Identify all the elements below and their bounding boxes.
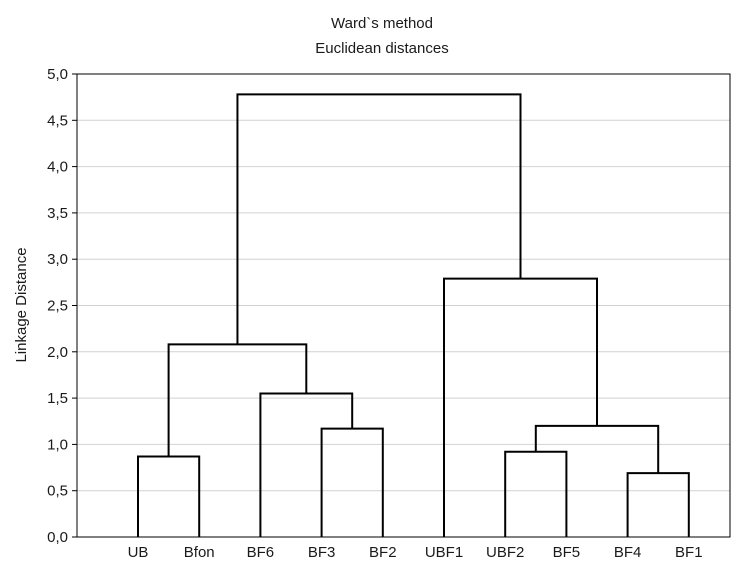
y-tick-label: 2,5	[47, 298, 68, 315]
leaf-label: Bfon	[184, 544, 215, 561]
leaf-label: BF2	[369, 544, 397, 561]
y-tick-label: 5,0	[47, 66, 68, 83]
dendrogram-link	[259, 392, 354, 537]
dendrogram-link	[443, 277, 598, 537]
y-tick-label: 4,0	[47, 159, 68, 176]
dendrogram-link	[534, 424, 660, 474]
y-tick-label: 0,0	[47, 529, 68, 546]
dendrogram-link	[504, 450, 568, 537]
dendrogram-link	[137, 455, 201, 537]
y-axis-label: Linkage Distance	[13, 247, 30, 362]
y-tick-label: 3,5	[47, 205, 68, 222]
leaf-label: BF4	[614, 544, 642, 561]
leaf-label: UBF2	[486, 544, 524, 561]
y-tick-label: 1,5	[47, 390, 68, 407]
leaf-labels: UB Bfon BF6 BF3 BF2 UBF1 UBF2 BF5 BF4 BF1	[128, 544, 703, 561]
y-tick-label: 4,5	[47, 112, 68, 129]
dendrogram-links	[137, 93, 690, 537]
chart-title: Ward`s method	[331, 15, 433, 32]
y-axis-ticks: 0,0 0,5 1,0 1,5 2,0 2,5 3,0 3,5 4,0 4,5 5,0	[47, 66, 77, 546]
y-tick-label: 3,0	[47, 251, 68, 268]
y-tick-label: 0,5	[47, 483, 68, 500]
leaf-label: BF1	[675, 544, 703, 561]
y-tick-label: 2,0	[47, 344, 68, 361]
y-tick-label: 1,0	[47, 436, 68, 453]
dendrogram-link	[236, 93, 522, 345]
leaf-label: BF5	[553, 544, 581, 561]
chart-subtitle: Euclidean distances	[315, 40, 448, 57]
dendrogram-link	[626, 472, 690, 537]
leaf-label: UBF1	[425, 544, 463, 561]
leaf-label: BF3	[308, 544, 336, 561]
dendrogram-link	[167, 343, 308, 457]
dendrogram-link	[320, 427, 384, 537]
grid-lines	[77, 119, 730, 492]
plot-frame	[76, 73, 731, 538]
leaf-label: UB	[128, 544, 149, 561]
leaf-label: BF6	[247, 544, 275, 561]
